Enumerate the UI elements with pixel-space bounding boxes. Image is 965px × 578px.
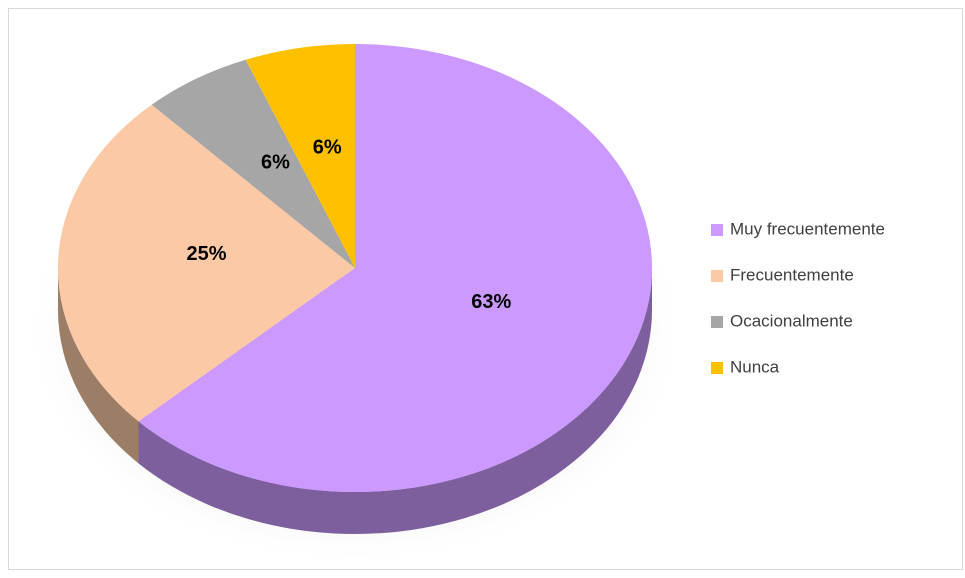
legend-swatch [711, 270, 723, 282]
data-label: 25% [187, 243, 227, 265]
legend-label: Ocacionalmente [730, 311, 853, 330]
slice-side [57, 268, 139, 464]
data-label: 6% [261, 152, 290, 174]
legend-swatch [711, 316, 723, 328]
legend-label: Frecuentemente [730, 265, 854, 284]
data-label: 6% [313, 136, 342, 158]
pie-slice [138, 44, 652, 492]
pie-slice [151, 59, 355, 268]
data-label: 63% [471, 291, 511, 313]
pie-slice [57, 104, 355, 422]
slice-side [138, 268, 652, 534]
legend-swatch [711, 224, 723, 236]
legend-label: Muy frecuentemente [730, 219, 885, 238]
legend-label: Nunca [730, 357, 780, 376]
pie-slice [245, 44, 355, 268]
legend-swatch [711, 362, 723, 374]
legend-box [699, 204, 951, 386]
